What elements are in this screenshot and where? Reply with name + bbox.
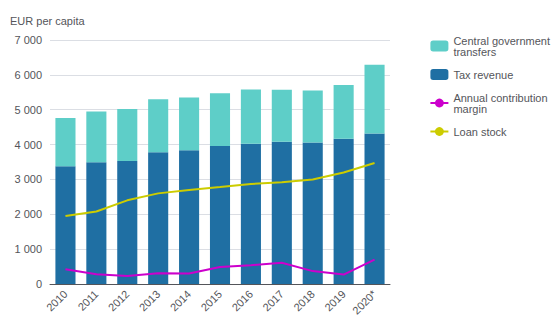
svg-text:2014: 2014 (168, 288, 194, 314)
svg-text:2018: 2018 (291, 288, 317, 314)
svg-text:2010: 2010 (44, 288, 70, 314)
svg-text:0: 0 (36, 278, 42, 290)
svg-text:2017: 2017 (260, 288, 286, 314)
svg-text:2012: 2012 (106, 288, 132, 314)
svg-text:EUR per capita: EUR per capita (10, 15, 85, 27)
svg-text:2015: 2015 (198, 288, 224, 314)
svg-text:2016: 2016 (229, 288, 255, 314)
svg-text:1 000: 1 000 (14, 243, 42, 255)
svg-text:2019: 2019 (322, 288, 348, 314)
svg-text:Central government: Central government (453, 34, 550, 47)
svg-text:Tax revenue: Tax revenue (453, 69, 513, 81)
svg-text:6 000: 6 000 (14, 69, 42, 81)
svg-text:3 000: 3 000 (14, 173, 42, 185)
svg-text:7 000: 7 000 (14, 34, 42, 46)
svg-text:margin: margin (453, 103, 487, 115)
svg-text:2013: 2013 (137, 288, 163, 314)
svg-text:2020*: 2020* (350, 287, 379, 316)
svg-text:Annual contribution: Annual contribution (453, 91, 548, 104)
svg-text:Loan stock: Loan stock (453, 126, 507, 138)
svg-text:5 000: 5 000 (14, 104, 42, 116)
svg-text:transfers: transfers (453, 46, 496, 58)
svg-text:2011: 2011 (75, 288, 100, 313)
svg-text:2 000: 2 000 (14, 208, 42, 220)
svg-text:4 000: 4 000 (14, 139, 42, 151)
